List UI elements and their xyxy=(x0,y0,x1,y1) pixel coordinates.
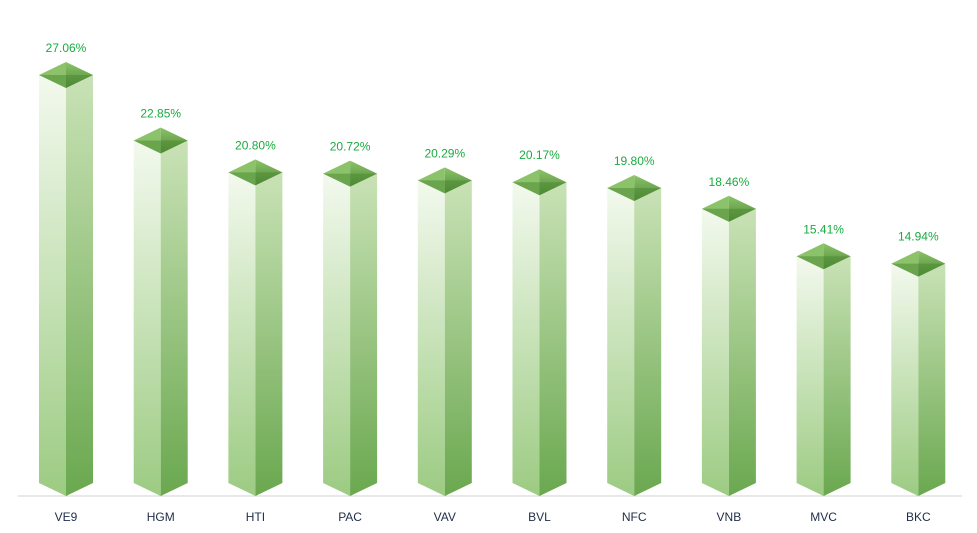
bar-face-left xyxy=(607,187,635,496)
category-label-bvl: BVL xyxy=(528,510,551,524)
bar-cap-shade xyxy=(39,75,93,88)
bar-face-left xyxy=(228,172,256,497)
bar-face-left xyxy=(891,263,919,496)
bar-nfc xyxy=(607,174,662,496)
category-label-bkc: BKC xyxy=(906,510,931,524)
data-label-hgm: 22.85% xyxy=(140,106,181,120)
category-label-hgm: HGM xyxy=(147,510,175,524)
bar-mvc xyxy=(796,243,851,496)
bar-face-left xyxy=(701,208,729,497)
bar-face-right xyxy=(634,187,662,496)
data-label-bvl: 20.17% xyxy=(519,148,560,162)
data-label-vav: 20.29% xyxy=(424,146,465,160)
bar-face-right xyxy=(160,140,188,496)
category-label-vnb: VNB xyxy=(717,510,742,524)
bar-face-right xyxy=(918,263,946,496)
bar-face-left xyxy=(323,173,351,496)
data-label-hti: 20.80% xyxy=(235,138,276,152)
category-label-hti: HTI xyxy=(246,510,265,524)
data-label-mvc: 15.41% xyxy=(803,222,844,236)
bar-hti xyxy=(228,159,283,497)
data-labels-layer: 27.06% 22.85% 20.80% 20.72% 20.29% 20.17% 19.8… xyxy=(46,41,939,244)
category-label-nfc: NFC xyxy=(622,510,647,524)
bar-hgm xyxy=(133,127,188,496)
bar-bkc xyxy=(891,250,946,496)
bar-face-right xyxy=(255,172,283,497)
bar-face-right xyxy=(539,182,567,496)
bar-cap-shade xyxy=(228,172,283,186)
bar-vav xyxy=(417,167,472,496)
bar-pac xyxy=(323,160,378,496)
bar-cap-shade xyxy=(891,263,946,277)
bar-face-left xyxy=(417,180,445,496)
bar-ve9 xyxy=(39,62,93,496)
category-label-vav: VAV xyxy=(434,510,456,524)
data-label-bkc: 14.94% xyxy=(898,230,939,244)
bar-cap-shade xyxy=(323,173,378,187)
bar-face-right xyxy=(444,180,472,496)
category-label-pac: PAC xyxy=(338,510,362,524)
category-labels-layer: VE9 HGM HTI PAC VAV BVL NFC VNB MVC BKC xyxy=(55,510,931,524)
bar-face-right xyxy=(823,256,851,496)
bar-cap-shade xyxy=(512,182,567,196)
data-label-nfc: 19.80% xyxy=(614,154,655,168)
data-label-vnb: 18.46% xyxy=(709,175,750,189)
bar-cap-shade xyxy=(607,187,662,201)
bar-face-right xyxy=(66,75,93,496)
data-label-ve9: 27.06% xyxy=(46,41,87,55)
bar-face-right xyxy=(350,173,378,496)
bar-vnb xyxy=(701,195,756,497)
bar-cap-shade xyxy=(796,256,851,270)
bar-face-right xyxy=(728,208,756,497)
category-label-mvc: MVC xyxy=(810,510,837,524)
bar-face-left xyxy=(796,256,824,496)
bar-cap-shade xyxy=(133,140,188,154)
category-label-ve9: VE9 xyxy=(55,510,78,524)
bar-cap-shade xyxy=(417,180,472,194)
bar-face-left xyxy=(512,182,540,496)
data-label-pac: 20.72% xyxy=(330,140,371,154)
bar-face-left xyxy=(133,140,161,496)
bar-cap-shade xyxy=(701,208,756,222)
bars-layer xyxy=(39,62,946,497)
bar-face-left xyxy=(39,75,66,496)
bar-bvl xyxy=(512,169,567,496)
